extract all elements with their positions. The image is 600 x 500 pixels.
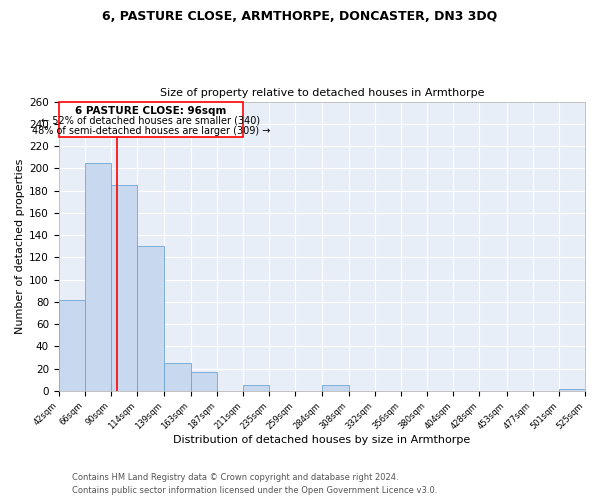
Text: ← 52% of detached houses are smaller (340): ← 52% of detached houses are smaller (34… bbox=[41, 116, 260, 126]
Text: Contains public sector information licensed under the Open Government Licence v3: Contains public sector information licen… bbox=[72, 486, 437, 495]
Bar bbox=[85, 162, 111, 391]
X-axis label: Distribution of detached houses by size in Armthorpe: Distribution of detached houses by size … bbox=[173, 435, 470, 445]
Bar bbox=[243, 385, 269, 391]
Bar bbox=[137, 246, 164, 391]
Y-axis label: Number of detached properties: Number of detached properties bbox=[15, 158, 25, 334]
Bar bbox=[59, 300, 85, 391]
Bar bbox=[111, 185, 137, 391]
Bar bbox=[559, 388, 585, 391]
Text: 6 PASTURE CLOSE: 96sqm: 6 PASTURE CLOSE: 96sqm bbox=[75, 106, 226, 117]
Text: 48% of semi-detached houses are larger (309) →: 48% of semi-detached houses are larger (… bbox=[32, 126, 270, 136]
Title: Size of property relative to detached houses in Armthorpe: Size of property relative to detached ho… bbox=[160, 88, 484, 98]
Bar bbox=[164, 363, 191, 391]
Bar bbox=[322, 385, 349, 391]
Text: 6, PASTURE CLOSE, ARMTHORPE, DONCASTER, DN3 3DQ: 6, PASTURE CLOSE, ARMTHORPE, DONCASTER, … bbox=[103, 10, 497, 23]
Bar bbox=[191, 372, 217, 391]
Text: Contains HM Land Registry data © Crown copyright and database right 2024.: Contains HM Land Registry data © Crown c… bbox=[72, 474, 398, 482]
FancyBboxPatch shape bbox=[59, 102, 243, 137]
